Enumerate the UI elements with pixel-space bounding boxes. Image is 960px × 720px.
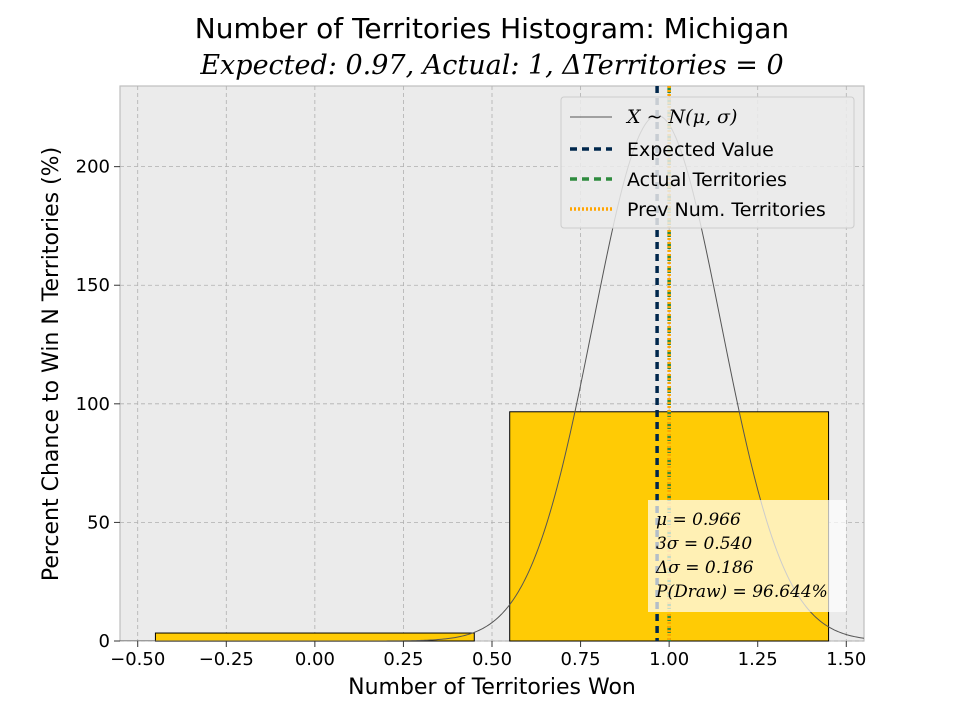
x-tick-label: 1.25 [738,649,778,670]
stats-p-draw: P(Draw) = 96.644% [655,582,828,602]
stats-box: μ = 0.966 3σ = 0.540 Δσ = 0.186 P(Draw) … [648,500,846,612]
stats-box-background [648,500,846,612]
y-tick-label: 50 [87,512,110,533]
y-tick-label: 0 [99,631,110,652]
y-tick-label: 200 [76,157,110,178]
y-tick-label: 150 [76,275,110,296]
x-tick-label: 0.25 [383,649,423,670]
legend-prev-label: Prev Num. Territories [627,199,826,221]
x-tick-label: 0.00 [295,649,335,670]
legend-box [560,96,855,229]
chart-subtitle: Expected: 0.97, Actual: 1, ΔTerritories … [199,50,783,81]
y-tick-label: 100 [76,394,110,415]
chart-title: Number of Territories Histogram: Michiga… [195,12,789,45]
x-tick-label: −0.25 [199,649,254,670]
x-axis-label: Number of Territories Won [348,675,636,700]
stats-mu: μ = 0.966 [656,510,741,530]
normal-distribution-curve [120,114,864,641]
x-tick-label: 1.50 [826,649,866,670]
legend-actual-label: Actual Territories [627,169,787,191]
x-tick-label: −0.50 [110,649,165,670]
legend-expected-label: Expected Value [627,139,774,161]
stats-delta-sigma: Δσ = 0.186 [655,558,754,578]
axis-ticks: −0.50 −0.25 0.00 0.25 0.50 0.75 1.00 1.25 1.50 0 5… [76,157,867,670]
y-axis-label: Percent Chance to Win N Territories (%) [39,147,64,581]
stats-3sigma: 3σ = 0.540 [656,534,752,554]
normal-curve [120,114,864,641]
x-tick-label: 0.50 [472,649,512,670]
x-tick-label: 1.00 [649,649,689,670]
legend: X ~ N(μ, σ) Expected Value Actual Territ… [560,96,855,229]
x-tick-label: 0.75 [561,649,601,670]
legend-curve-label: X ~ N(μ, σ) [625,106,737,128]
